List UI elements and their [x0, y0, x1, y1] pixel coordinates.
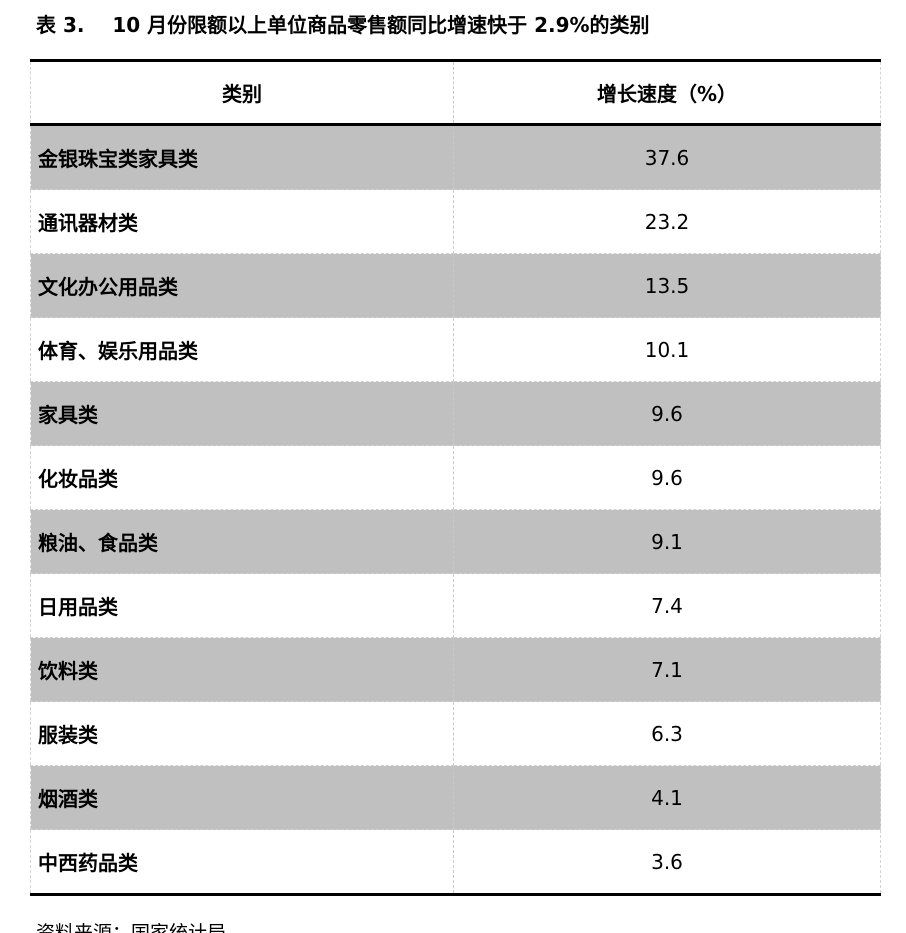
category-cell: 服装类	[30, 701, 454, 766]
value-cell: 37.6	[453, 124, 881, 190]
table-row: 烟酒类 4.1	[30, 765, 881, 830]
category-cell: 饮料类	[30, 637, 454, 702]
category-cell: 家具类	[30, 381, 454, 446]
category-cell: 粮油、食品类	[30, 509, 454, 574]
value-cell: 10.1	[453, 317, 881, 382]
category-cell: 金银珠宝类家具类	[30, 124, 454, 190]
value-cell: 3.6	[651, 849, 683, 874]
category-cell: 日用品类	[30, 573, 454, 638]
category-cell: 通讯器材类	[30, 189, 454, 254]
value-cell: 23.2	[453, 189, 881, 254]
table-row: 日用品类 7.4	[30, 573, 881, 638]
category-cell: 中西药品类	[30, 829, 454, 895]
column-header-category: 类别	[30, 60, 454, 126]
table-row: 粮油、食品类 9.1	[30, 509, 881, 574]
source-note: 资料来源：国家统计局	[36, 922, 227, 933]
value-cell: 4.1	[453, 765, 881, 830]
column-header-growth-rate: 增长速度（%）	[453, 60, 881, 126]
table-row: 通讯器材类 23.2	[30, 189, 881, 254]
value-cell: 9.1	[453, 509, 881, 574]
table-body: 金银珠宝类家具类 37.6 通讯器材类 23.2 文化办公用品类 13.5 体育…	[30, 124, 881, 895]
category-cell: 烟酒类	[30, 765, 454, 830]
value-cell: 7.4	[453, 573, 881, 638]
table-row: 文化办公用品类 13.5	[30, 253, 881, 318]
table-row: 家具类 9.6	[30, 381, 881, 446]
table-header: 类别 增长速度（%）	[30, 60, 881, 126]
value-cell: 6.3	[453, 701, 881, 766]
table-row: 体育、娱乐用品类 10.1	[30, 317, 881, 382]
category-cell: 文化办公用品类	[30, 253, 454, 318]
value-cell: 9.6	[453, 445, 881, 510]
table-row: 饮料类 7.1	[30, 637, 881, 702]
table-row: 化妆品类 9.6	[30, 445, 881, 510]
table-row: 金银珠宝类家具类 37.6	[30, 124, 881, 190]
table-caption: 表 3. 10 月份限额以上单位商品零售额同比增速快于 2.9%的类别	[36, 13, 650, 37]
header-row: 类别 增长速度（%）	[30, 60, 881, 126]
value-cell: 7.1	[453, 637, 881, 702]
value-cell: 13.5	[453, 253, 881, 318]
value-cell: 9.6	[453, 381, 881, 446]
category-cell: 化妆品类	[30, 445, 454, 510]
category-cell: 体育、娱乐用品类	[30, 317, 454, 382]
table-row: 中西药品类 3.6	[30, 829, 881, 895]
growth-rate-table: 类别 增长速度（%） 金银珠宝类家具类 37.6 通讯器材类 23.2 文化办公…	[30, 59, 881, 896]
table-row: 服装类 6.3	[30, 701, 881, 766]
